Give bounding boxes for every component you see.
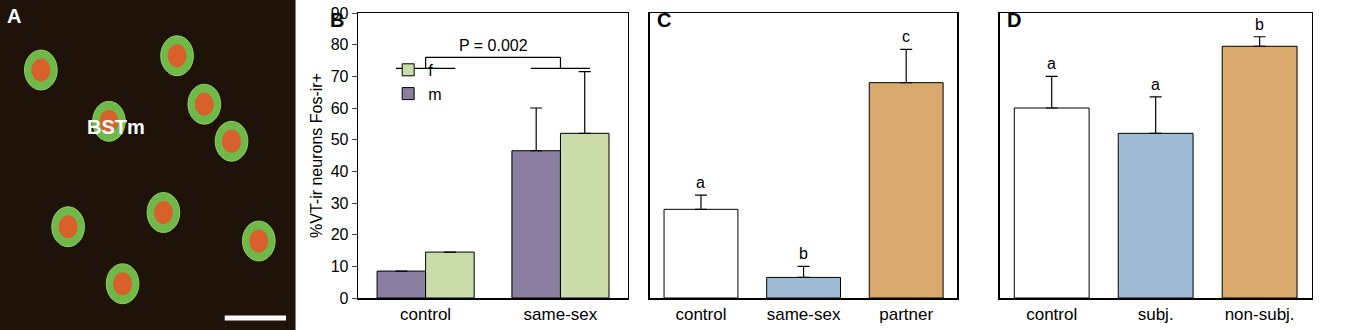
svg-text:P = 0.002: P = 0.002 [459,37,528,54]
svg-text:a: a [1151,76,1160,93]
svg-text:f: f [428,62,433,79]
svg-text:70: 70 [331,68,349,85]
svg-text:90: 90 [331,5,349,22]
svg-text:80: 80 [331,36,349,53]
svg-text:control: control [400,305,451,324]
svg-text:b: b [799,245,808,262]
svg-text:partner: partner [879,305,933,324]
svg-text:non-subj.: non-subj. [1225,305,1295,324]
svg-text:a: a [696,174,705,191]
svg-text:C: C [657,9,671,31]
svg-text:%VT-ir neurons Fos-ir+: %VT-ir neurons Fos-ir+ [308,73,325,238]
svg-text:control: control [1026,305,1077,324]
svg-text:BSTm: BSTm [87,116,145,138]
svg-text:control: control [675,305,726,324]
svg-text:40: 40 [331,163,349,180]
svg-text:m: m [428,86,441,103]
svg-text:b: b [1255,16,1264,33]
svg-text:D: D [1007,9,1021,31]
svg-text:60: 60 [331,100,349,117]
svg-text:same-sex: same-sex [524,305,598,324]
svg-text:0: 0 [340,290,349,307]
svg-text:a: a [1047,55,1056,72]
svg-text:20: 20 [331,226,349,243]
svg-text:subj.: subj. [1138,305,1174,324]
svg-text:c: c [902,28,910,45]
svg-text:same-sex: same-sex [767,305,841,324]
svg-text:A: A [7,5,21,27]
svg-text:10: 10 [331,258,349,275]
svg-text:30: 30 [331,195,349,212]
svg-text:B: B [330,9,344,31]
svg-text:50: 50 [331,131,349,148]
